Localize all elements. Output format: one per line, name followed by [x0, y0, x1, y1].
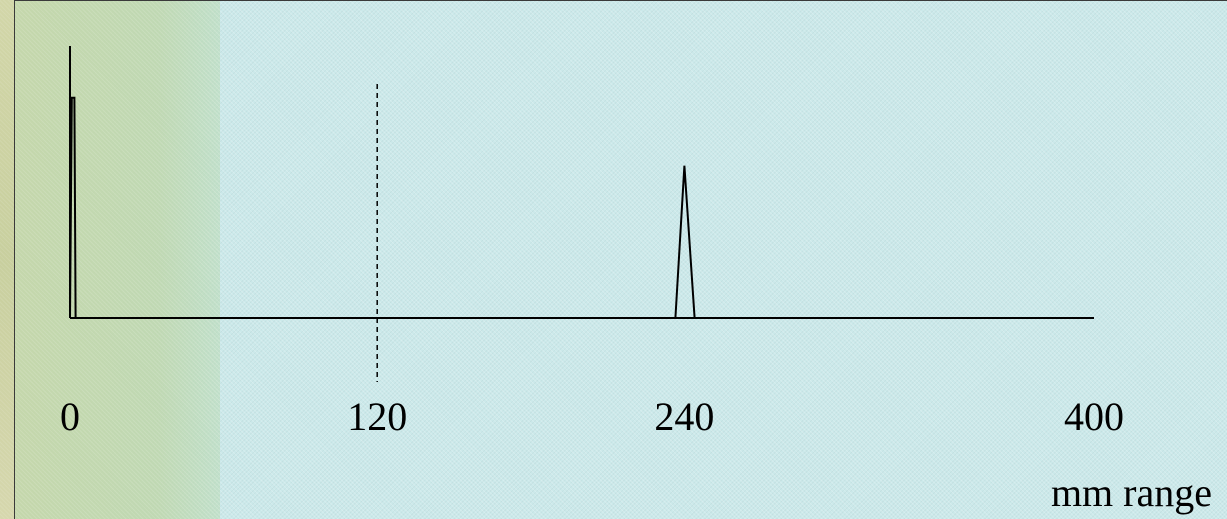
tick-labels: 0 120 240 400 — [60, 394, 1124, 439]
tick-label: 120 — [347, 394, 407, 439]
left-edge-strip — [0, 0, 14, 519]
echo-peak-2 — [674, 165, 696, 319]
x-axis-title: mm range — [1051, 470, 1212, 515]
series-layer — [69, 46, 696, 319]
tick-label: 0 — [60, 394, 80, 439]
tick-label: 400 — [1064, 394, 1124, 439]
echo-peak-1 — [69, 46, 80, 319]
background-band — [15, 1, 220, 519]
tick-label: 240 — [654, 394, 714, 439]
